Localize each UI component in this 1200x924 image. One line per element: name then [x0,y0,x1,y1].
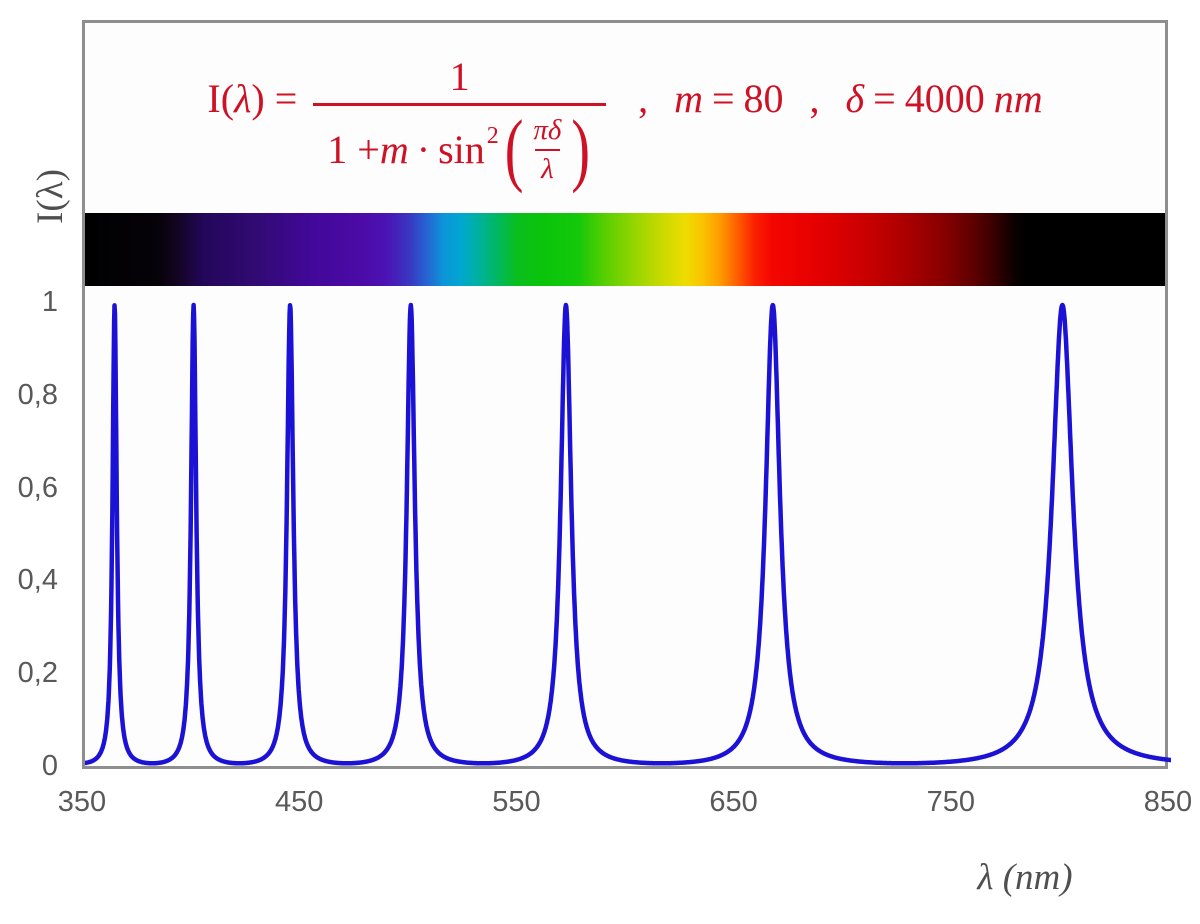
y-tick-label: 0,8 [17,378,58,411]
param-m: m = 80 [674,75,784,121]
open-paren: ( [504,104,524,195]
x-tick-label: 850 [1143,786,1193,818]
y-tick-label: 0 [41,750,58,782]
comma-1: , [638,75,649,121]
y-tick-label: 0,2 [17,657,58,690]
param-delta: δ = 4000 nm [845,75,1043,121]
y-tick-label: 0,4 [17,564,58,597]
comma-2: , [809,75,820,121]
inner-fraction: πδ λ [533,113,562,185]
x-tick-label: 750 [926,786,975,818]
y-tick-label: 1 [41,286,58,318]
y-tick-label: 0,6 [17,471,58,504]
x-tick-label: 550 [492,786,541,818]
y-axis-title: I(λ) [6,150,94,242]
plot-area: I(λ) = 1 1 + m · sin 2 ( πδ λ ) [82,20,1171,769]
x-tick-label: 350 [57,786,107,818]
x-axis-title: λ (nm) [977,857,1073,898]
formula-lhs: I(λ) [207,75,265,121]
x-tick-label: 450 [274,786,324,818]
x-tick-label: 650 [709,786,758,818]
close-paren: ) [571,104,591,195]
fraction-numerator: 1 [449,53,470,99]
main-fraction: 1 1 + m · sin 2 ( πδ λ ) [313,53,607,190]
spectrum-bar [85,213,1165,286]
equals-sign: = [274,75,298,121]
intensity-curve [85,302,1171,766]
y-axis-title-text: I(λ) [29,168,71,224]
formula: I(λ) = 1 1 + m · sin 2 ( πδ λ ) [85,45,1165,195]
airy-curve-path [85,302,1171,766]
fraction-denominator: 1 + m · sin 2 ( πδ λ ) [313,102,607,190]
